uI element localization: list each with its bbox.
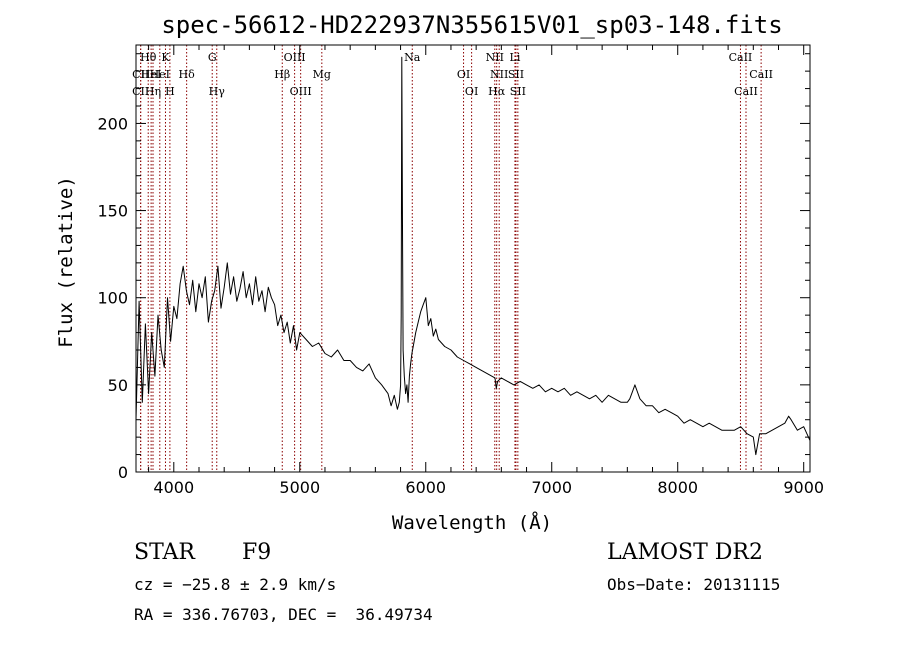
- x-tick-label: 7000: [531, 478, 572, 497]
- plot-frame: [135, 44, 811, 473]
- line-marker-label: H: [165, 85, 175, 98]
- sky-coordinates: RA = 336.76703, DEC = 36.49734: [134, 605, 433, 624]
- line-marker-label: Hγ: [209, 85, 226, 98]
- line-marker-label: HeI: [150, 68, 170, 81]
- line-marker-label: CaII: [734, 85, 758, 98]
- line-marker-label: Hη: [145, 85, 161, 98]
- spectrum-line-0: [135, 56, 811, 456]
- line-marker-label: Hδ: [179, 68, 196, 81]
- x-tick-label: 9000: [783, 478, 824, 497]
- line-marker-label: Hα: [488, 85, 506, 98]
- x-tick-label: 6000: [405, 478, 446, 497]
- x-tick-label: 8000: [657, 478, 698, 497]
- line-marker-label: G: [208, 51, 217, 64]
- line-marker-label: SII: [508, 68, 524, 81]
- line-marker-label: Na: [404, 51, 421, 64]
- line-marker-label: Hβ: [274, 68, 290, 81]
- line-marker-label: OIII: [290, 85, 312, 98]
- line-marker-label: Li: [510, 51, 521, 64]
- observation-date: Obs−Date: 20131115: [607, 575, 781, 594]
- line-markers: [140, 45, 762, 472]
- spectral-subclass: F9: [242, 540, 272, 565]
- line-marker-label: OIII: [284, 51, 306, 64]
- line-marker-label: CaII: [729, 51, 753, 64]
- y-axis-ticks: 0 50 100 150 200: [97, 53, 810, 482]
- x-axis-label: Wavelength (Å): [392, 511, 552, 534]
- line-marker-labels: HθCIICIIHeIHηKHeIHHδGHγOIIIHβOIIIMgNaOIO…: [132, 51, 773, 98]
- redshift-cz: cz = −25.8 ± 2.9 km/s: [134, 575, 337, 594]
- x-axis-ticks: 4000 5000 6000 7000 8000 9000: [148, 45, 824, 497]
- line-marker-label: NII: [490, 68, 508, 81]
- line-marker-label: CaII: [749, 68, 773, 81]
- object-type: STAR: [134, 540, 195, 565]
- line-marker-label: NII: [486, 51, 504, 64]
- y-tick-label: 200: [97, 114, 128, 133]
- y-tick-label: 100: [97, 289, 128, 308]
- y-tick-label: 0: [118, 463, 128, 482]
- y-tick-label: 50: [108, 376, 128, 395]
- spectrum-series: [135, 56, 811, 456]
- line-marker-label: OI: [457, 68, 470, 81]
- line-marker-label: Mg: [313, 68, 331, 81]
- y-tick-label: 150: [97, 202, 128, 221]
- line-marker-label: K: [161, 51, 170, 64]
- y-axis-label: Flux (relative): [55, 176, 77, 348]
- line-marker-label: SII: [510, 85, 526, 98]
- line-marker-label: Hθ: [140, 51, 157, 64]
- x-tick-label: 5000: [279, 478, 320, 497]
- line-marker-label: HeI: [141, 68, 161, 81]
- line-marker-label: OI: [465, 85, 478, 98]
- chart-title: spec-56612-HD222937N355615V01_sp03-148.f…: [161, 11, 782, 39]
- x-tick-label: 4000: [153, 478, 194, 497]
- survey-name: LAMOST DR2: [607, 540, 763, 565]
